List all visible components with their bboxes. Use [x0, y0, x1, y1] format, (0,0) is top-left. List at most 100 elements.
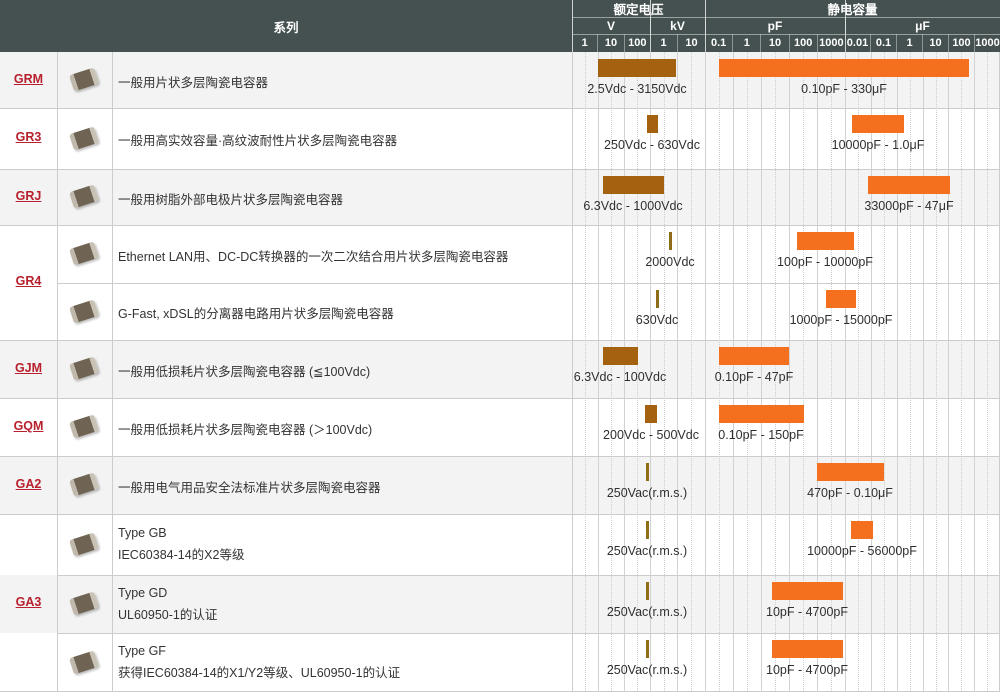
series-link-grj[interactable]: GRJ [15, 189, 42, 203]
tick-labels-kv: 1 10 [650, 34, 705, 52]
row-background [0, 108, 1000, 169]
capacitance-range-label: 10pF - 4700pF [766, 663, 848, 677]
gridline-dotted [831, 52, 832, 691]
tick-label: 10 [598, 34, 625, 52]
tick-labels-uf: 0.01 0.1 1 10 100 1000 [845, 34, 1000, 52]
tick-label: 1 [572, 34, 599, 52]
gridline-dotted [637, 52, 638, 691]
voltage-single-mark [646, 640, 649, 658]
gridline-solid [650, 52, 651, 691]
gridline-solid [705, 52, 706, 691]
gridline-solid [974, 52, 975, 691]
header-divider [572, 17, 1000, 18]
capacitance-range-bar [797, 232, 854, 250]
row-description: 一般用树脂外部电极片状多层陶瓷电容器 [118, 193, 344, 207]
series-link-gr4[interactable]: GR4 [15, 274, 42, 288]
series-link-grm[interactable]: GRM [13, 72, 44, 86]
capacitance-range-bar [817, 463, 884, 481]
series-link-ga2[interactable]: GA2 [15, 477, 42, 491]
header-divider [572, 34, 1000, 35]
voltage-single-mark [646, 582, 649, 600]
capacitance-range-label: 33000pF - 47μF [864, 199, 954, 213]
unit-header-pf: pF [705, 17, 846, 34]
row-description: 一般用低损耗片状多层陶瓷电容器 (＞100Vdc) [118, 423, 373, 437]
gridline-solid [871, 52, 872, 691]
voltage-range-label: 250Vdc - 630Vdc [604, 138, 700, 152]
row-description-line1: Type GB [118, 526, 167, 540]
capacitance-header: 静电容量 [827, 3, 878, 17]
series-link-ga3[interactable]: GA3 [15, 595, 42, 609]
row-divider [0, 169, 1000, 170]
gridline-dotted [910, 52, 911, 691]
tick-label: 1000 [975, 37, 1000, 49]
gridline-solid [817, 52, 818, 691]
gridline-dotted [987, 52, 988, 691]
tick-label: 10 [685, 37, 698, 49]
voltage-range-label: 250Vac(r.m.s.) [606, 663, 688, 677]
gridline-dotted [611, 52, 612, 691]
voltage-range-bar [645, 405, 657, 423]
gridline-dotted [936, 52, 937, 691]
row-description: Ethernet LAN用、DC-DC转换器的一次二次结合用片状多层陶瓷电容器 [118, 250, 509, 264]
voltage-single-mark [646, 521, 649, 539]
tick-label: 0.1 [871, 34, 897, 52]
voltage-range-label: 200Vdc - 500Vdc [603, 428, 699, 442]
row-description: 一般用片状多层陶瓷电容器 [118, 76, 269, 90]
row-divider [0, 225, 1000, 226]
row-divider [0, 456, 1000, 457]
tick-label: 0.01 [845, 34, 871, 52]
row-background [0, 398, 1000, 456]
capacitance-range-label: 0.10pF - 150pF [718, 428, 804, 442]
row-divider [0, 340, 1000, 341]
voltage-single-mark [669, 232, 672, 250]
row-description: 一般用高实效容量·高纹波耐性片状多层陶瓷电容器 [118, 134, 398, 148]
voltage-range-label: 2000Vdc [645, 255, 695, 269]
row-description: Type GD UL60950-1的认证 [118, 582, 568, 626]
gridline-dotted [747, 52, 748, 691]
gridline-solid [761, 52, 762, 691]
column-divider [112, 52, 113, 692]
column-divider [57, 52, 58, 692]
tick-label: 1000 [819, 37, 844, 49]
gridline-solid [598, 52, 599, 691]
voltage-range-label: 6.3Vdc - 100Vdc [573, 370, 667, 384]
gridline-dotted [884, 52, 885, 691]
voltage-single-mark [646, 463, 649, 481]
gridline-dotted [691, 52, 692, 691]
voltage-single-mark [656, 290, 659, 308]
capacitance-range-bar [772, 582, 843, 600]
series-link-gjm[interactable]: GJM [14, 361, 43, 375]
gridline-dotted [858, 52, 859, 691]
unit-header-uf: μF [845, 17, 1000, 34]
tick-label: 1 [897, 34, 923, 52]
unit-header-v: V [572, 17, 651, 34]
tick-label: 100 [790, 34, 818, 52]
gridline-dotted [585, 52, 586, 691]
gridline-dotted [664, 52, 665, 691]
header-divider [705, 0, 706, 52]
row-background [0, 340, 1000, 398]
gridline-solid [923, 52, 924, 691]
capacitance-range-bar [852, 115, 904, 133]
voltage-range-bar [603, 176, 664, 194]
series-link-gr3[interactable]: GR3 [15, 130, 42, 144]
capacitance-range-bar [719, 405, 804, 423]
capacitance-range-label: 100pF - 10000pF [777, 255, 873, 269]
row-description-line2: UL60950-1的认证 [118, 608, 218, 622]
row-description: Type GF 获得IEC60384-14的X1/Y2等级、UL60950-1的… [118, 640, 568, 684]
subrow-divider [57, 633, 1000, 634]
series-link-gqm[interactable]: GQM [13, 419, 44, 433]
row-description: 一般用电气用品安全法标准片状多层陶瓷电容器 [118, 481, 381, 495]
header-divider [650, 0, 651, 52]
gridline-solid [624, 52, 625, 691]
gridline-solid [948, 52, 949, 691]
tick-label: 1 [733, 34, 762, 52]
capacitance-range-bar [826, 290, 856, 308]
voltage-range-bar [603, 347, 638, 365]
gridline-solid [789, 52, 790, 691]
row-description-line1: Type GD [118, 586, 168, 600]
row-description: 一般用低损耗片状多层陶瓷电容器 (≦100Vdc) [118, 365, 371, 379]
rated-voltage-header: 额定电压 [613, 3, 664, 17]
tick-label: 10 [761, 34, 790, 52]
